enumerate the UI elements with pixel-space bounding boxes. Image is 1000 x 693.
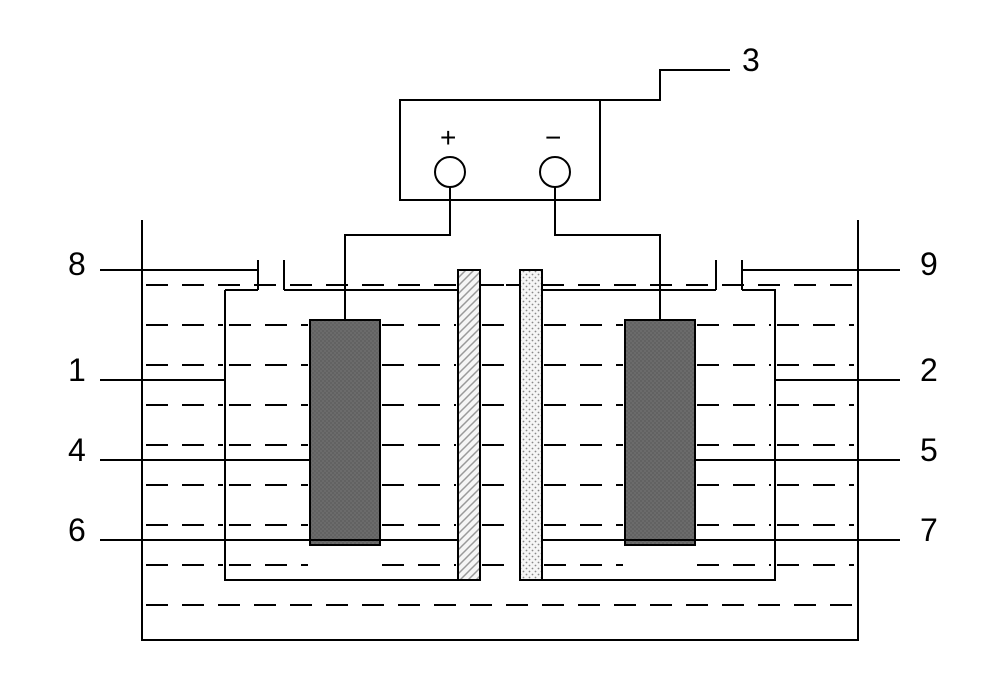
label-3: 3 <box>742 42 760 79</box>
plus-sign: + <box>440 122 456 154</box>
diagram-svg <box>0 0 1000 693</box>
label-2: 2 <box>920 352 938 389</box>
right-electrode <box>625 320 695 545</box>
label-8: 8 <box>68 246 86 283</box>
power-supply-box <box>400 100 600 200</box>
left-electrode <box>310 320 380 545</box>
label-6: 6 <box>68 512 86 549</box>
minus-sign: − <box>545 122 561 154</box>
label-4: 4 <box>68 432 86 469</box>
membrane-right <box>520 270 542 580</box>
label-9: 9 <box>920 246 938 283</box>
membrane-left <box>458 270 480 580</box>
label-5: 5 <box>920 432 938 469</box>
label-1: 1 <box>68 352 86 389</box>
leader-l3 <box>600 70 730 100</box>
label-7: 7 <box>920 512 938 549</box>
